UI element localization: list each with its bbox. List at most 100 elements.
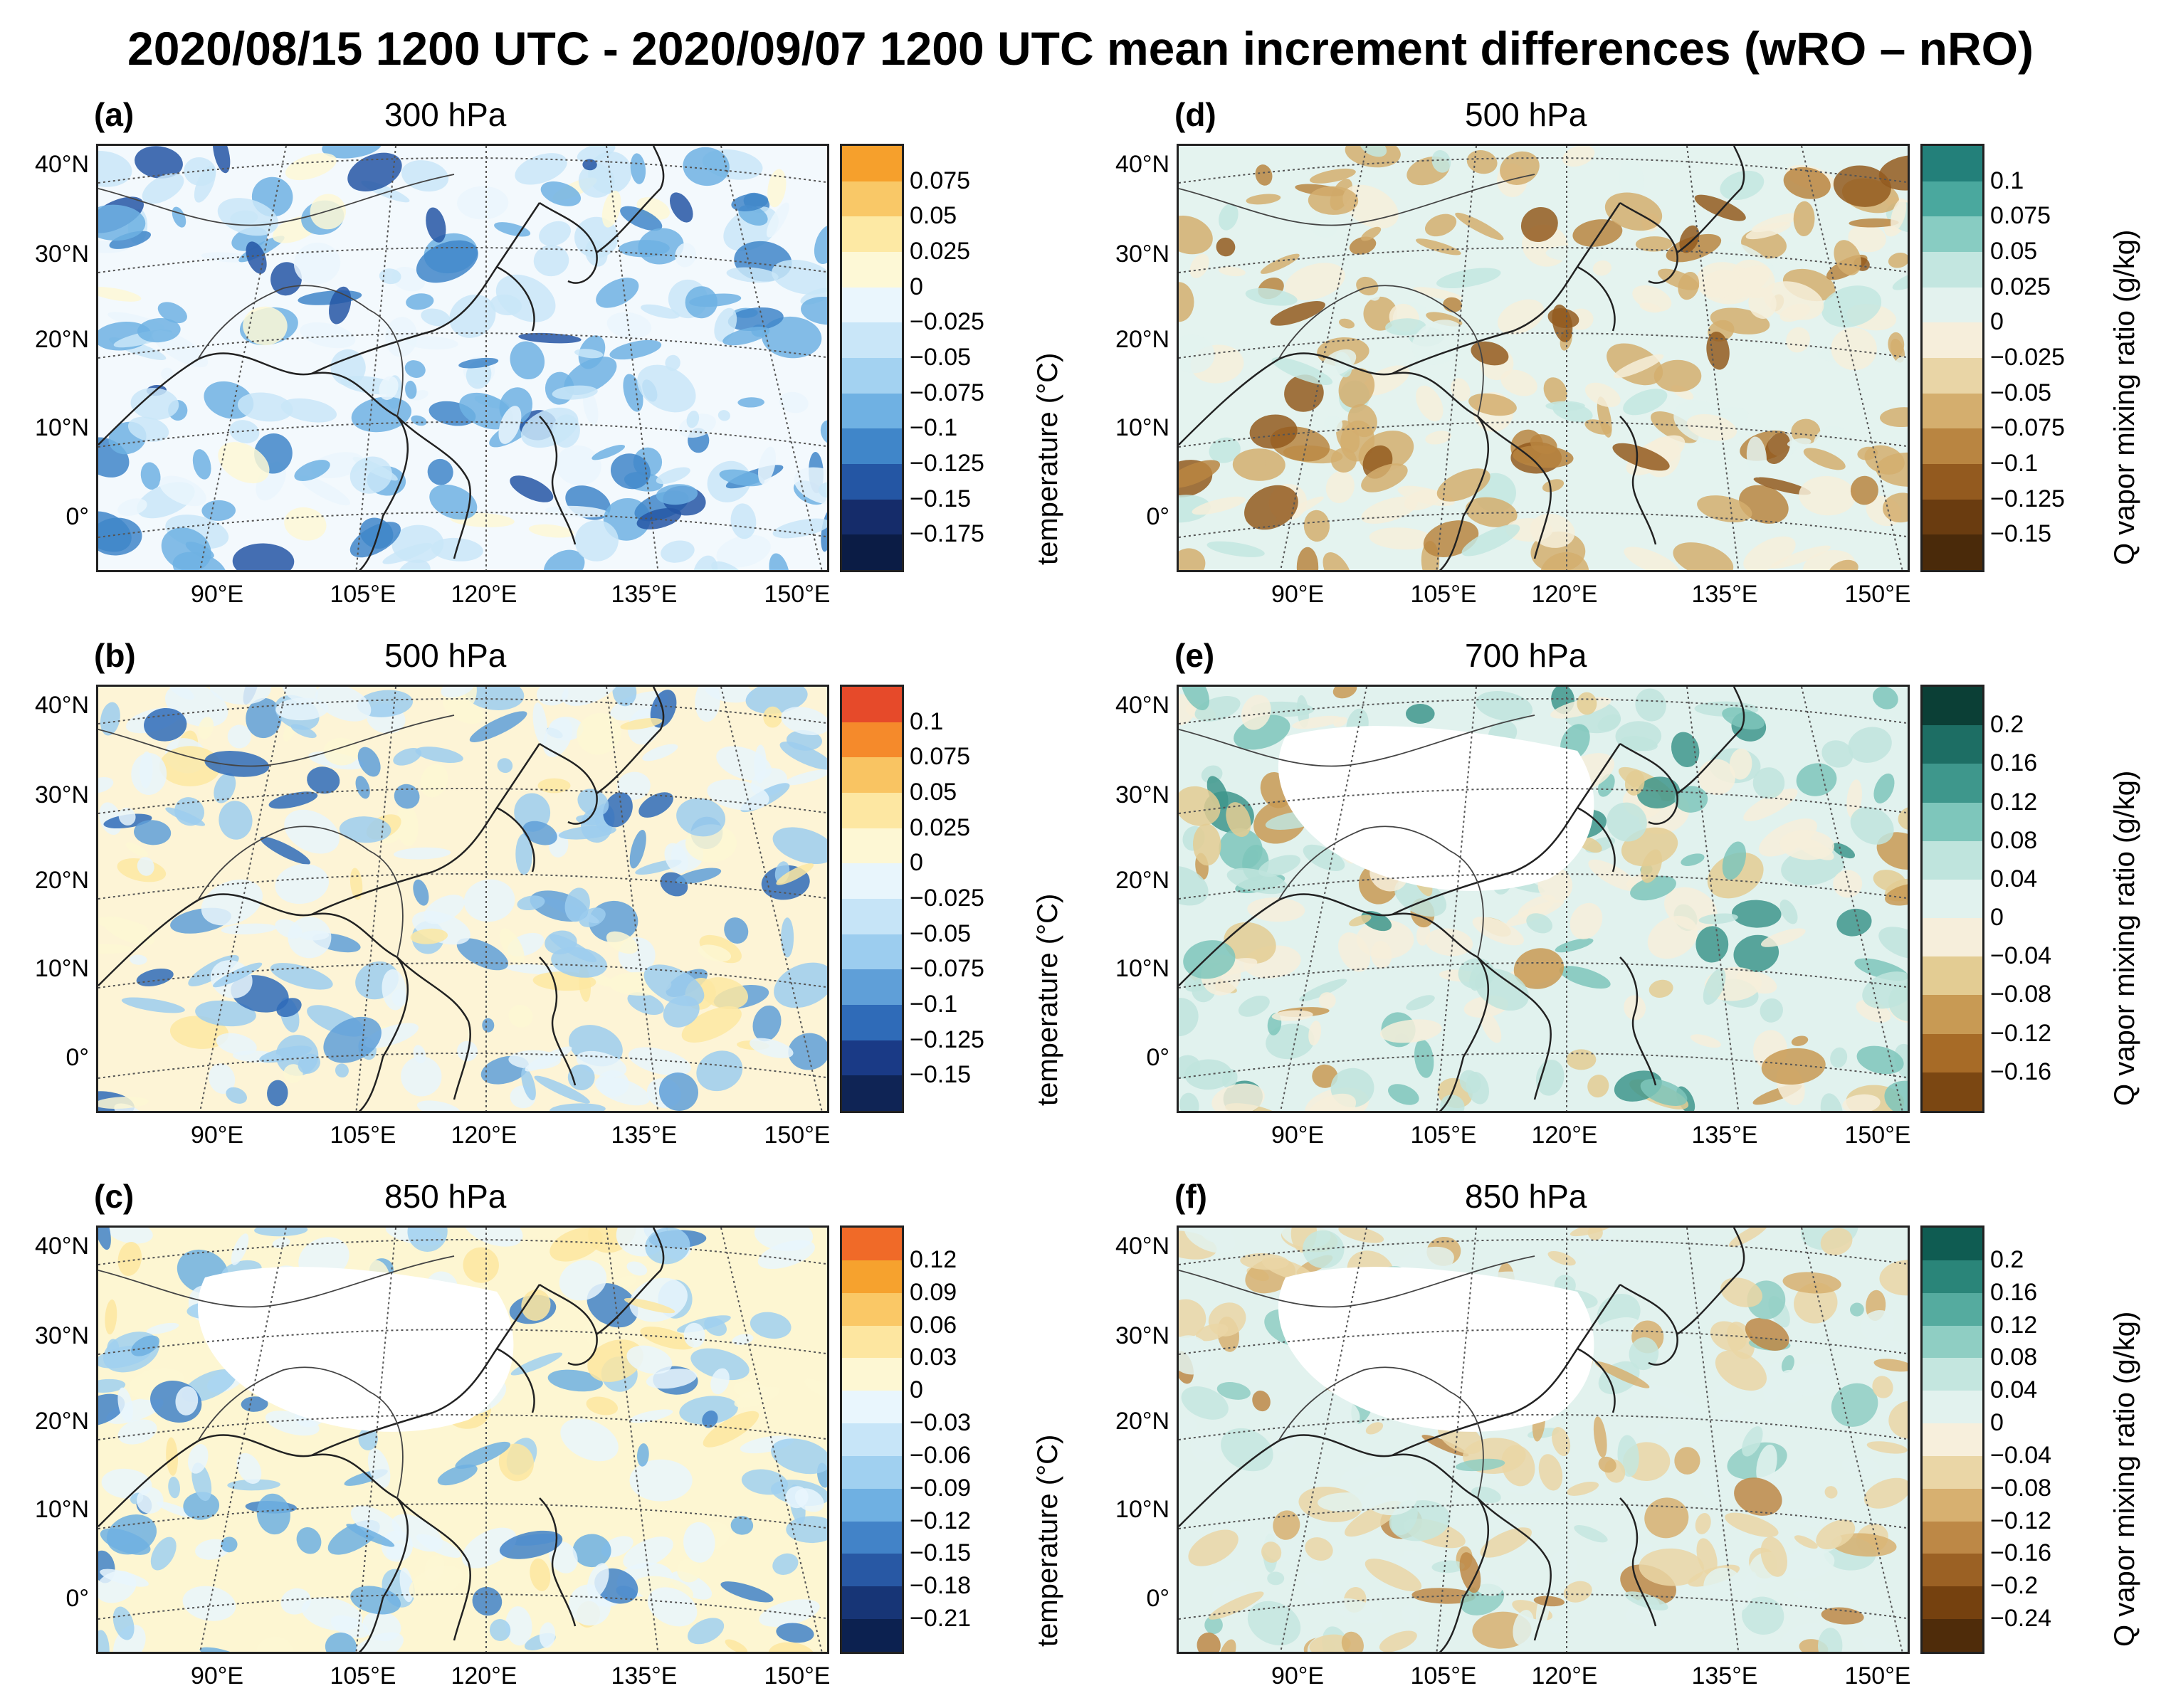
field-blob: [1848, 727, 1892, 763]
field-blob: [726, 267, 779, 283]
field-blob: [300, 930, 330, 941]
colorbar-tick-label: 0.025: [910, 238, 971, 265]
field-blob: [677, 1558, 701, 1583]
field-blob: [105, 1300, 117, 1335]
field-blob: [1802, 550, 1856, 570]
field-blob: [776, 1623, 814, 1643]
map-canvas: [98, 146, 827, 570]
colorbar: [1920, 685, 1984, 1113]
field-blob: [1783, 167, 1831, 199]
field-blob: [536, 687, 569, 706]
colorbar-tick-label: −0.09: [910, 1474, 972, 1502]
colorbar-tick-label: −0.12: [910, 1507, 972, 1534]
field-blob: [681, 1006, 742, 1043]
field-blob: [552, 385, 598, 400]
colorbar-tick-label: −0.05: [1990, 379, 2052, 406]
field-blob: [243, 306, 288, 346]
longitude-gridline: [1280, 687, 1367, 1111]
field-blob: [335, 1063, 349, 1078]
field-blob: [1258, 855, 1301, 877]
field-blob: [98, 776, 114, 794]
field-blob: [1459, 1070, 1481, 1094]
latitude-label: 30°N: [1115, 1322, 1169, 1349]
field-blob: [1546, 1620, 1565, 1633]
field-blob: [367, 1448, 391, 1488]
field-blob: [407, 1228, 448, 1252]
field-blob: [1218, 266, 1246, 277]
colorbar-tick-label: −0.18: [910, 1572, 972, 1600]
colorbar-tick-label: −0.025: [910, 308, 984, 336]
field-blob: [161, 367, 174, 381]
field-blob: [1545, 401, 1585, 411]
longitude-gridline: [1686, 146, 1740, 570]
country-border: [368, 1391, 404, 1499]
field-blob: [137, 1487, 164, 1514]
field-blob: [1674, 1447, 1700, 1475]
field-blob: [679, 1396, 738, 1425]
field-blob: [1179, 460, 1221, 488]
coastline: [539, 956, 577, 1086]
field-blob: [1743, 536, 1796, 570]
field-blob: [733, 1381, 770, 1400]
field-blob: [1211, 1083, 1265, 1111]
field-blob: [1587, 1075, 1609, 1098]
field-blob: [382, 542, 433, 564]
field-blob: [386, 1543, 406, 1560]
field-blob: [1761, 1048, 1826, 1085]
field-blob: [1655, 1422, 1673, 1435]
field-blob: [710, 1368, 730, 1395]
field-blob: [786, 730, 823, 751]
field-blob: [230, 210, 258, 226]
field-blob: [1226, 802, 1251, 837]
field-blob: [391, 267, 426, 292]
field-blob: [329, 286, 352, 325]
country-border: [1448, 309, 1484, 417]
field-blob: [1303, 510, 1330, 542]
field-blob: [1513, 1610, 1535, 1645]
field-blob: [1547, 1250, 1576, 1266]
colorbar-swatch: [1923, 358, 1982, 394]
field-blob: [1476, 691, 1533, 722]
field-blob: [786, 1516, 827, 1544]
field-blob: [784, 769, 827, 786]
field-blob: [98, 204, 146, 241]
field-blob: [1606, 1543, 1653, 1564]
field-blob: [586, 1396, 619, 1416]
field-blob: [1361, 463, 1408, 492]
field-blob: [707, 779, 769, 811]
panel-c: (c) 850 hPa 40°N 30°N 20°N 10°N 0° 90°E 105°E 120…: [0, 1167, 1080, 1708]
colorbar-swatch: [1923, 956, 1982, 996]
field-blob: [528, 524, 574, 538]
field-blob: [1241, 695, 1271, 730]
field-blob: [636, 507, 682, 529]
field-blob: [1770, 545, 1831, 569]
panel-level-title: 500 hPa: [1465, 96, 1587, 133]
field-blob: [469, 711, 527, 742]
longitude-label: 90°E: [190, 1662, 244, 1689]
map-canvas: [98, 1228, 827, 1652]
field-blob: [156, 1501, 195, 1518]
coastline: [1477, 956, 1552, 1100]
field-blob: [1559, 966, 1611, 989]
field-blob: [134, 820, 172, 845]
field-blob: [489, 1619, 511, 1641]
panel-label: (b): [94, 637, 136, 674]
field-blob: [1361, 496, 1418, 524]
coastline: [311, 743, 541, 916]
field-blob: [1425, 431, 1451, 445]
latitude-label: 0°: [1146, 1585, 1169, 1612]
field-blob: [1369, 527, 1434, 550]
field-blob: [498, 1443, 535, 1482]
colorbar-swatch: [842, 1325, 902, 1359]
longitude-label: 105°E: [1410, 1662, 1477, 1689]
field-blob: [1271, 1010, 1313, 1021]
colorbar-swatch: [842, 393, 902, 429]
longitude-gridline: [606, 687, 659, 1111]
field-blob: [98, 917, 148, 932]
field-blob: [416, 240, 478, 283]
longitude-gridline: [606, 1228, 659, 1652]
field-blob: [1748, 287, 1777, 319]
field-blob: [1872, 687, 1898, 710]
field-blob: [221, 1536, 238, 1553]
field-blob: [1780, 1548, 1835, 1580]
